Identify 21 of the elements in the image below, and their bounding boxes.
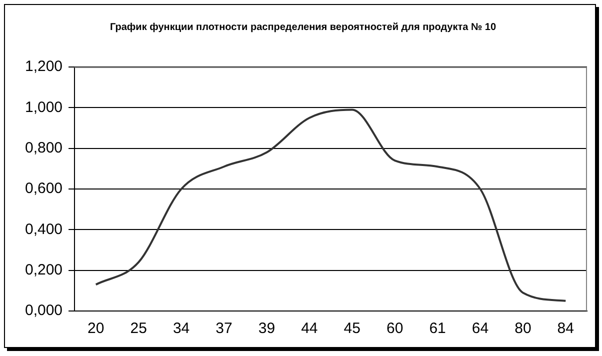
y-tick-label: 0,600	[24, 180, 63, 198]
x-tick-label: 34	[172, 320, 190, 338]
x-tick-label: 84	[557, 320, 574, 338]
x-tick-label: 80	[514, 320, 532, 338]
x-tick-label: 61	[429, 320, 446, 338]
y-tick-label: 0,000	[24, 302, 63, 320]
x-tick-label: 44	[301, 320, 318, 338]
y-tick-label: 1,000	[24, 98, 63, 116]
x-tick-label: 45	[344, 320, 360, 338]
x-tick-label: 64	[472, 320, 489, 338]
x-tick-label: 60	[386, 320, 404, 338]
y-tick-label: 0,800	[24, 139, 63, 156]
y-tick-label: 0,400	[24, 220, 63, 238]
x-tick-label: 20	[88, 320, 104, 338]
x-tick-label: 39	[258, 320, 276, 338]
line-series	[94, 108, 567, 302]
y-tick-label: 0,200	[24, 261, 63, 278]
y-tick-label: 1,200	[24, 58, 63, 76]
chart-title: График функции плотности распределения вероятностей для продукта № 10	[110, 22, 496, 33]
x-tick-label: 25	[130, 320, 147, 338]
x-tick-label: 37	[216, 320, 232, 338]
